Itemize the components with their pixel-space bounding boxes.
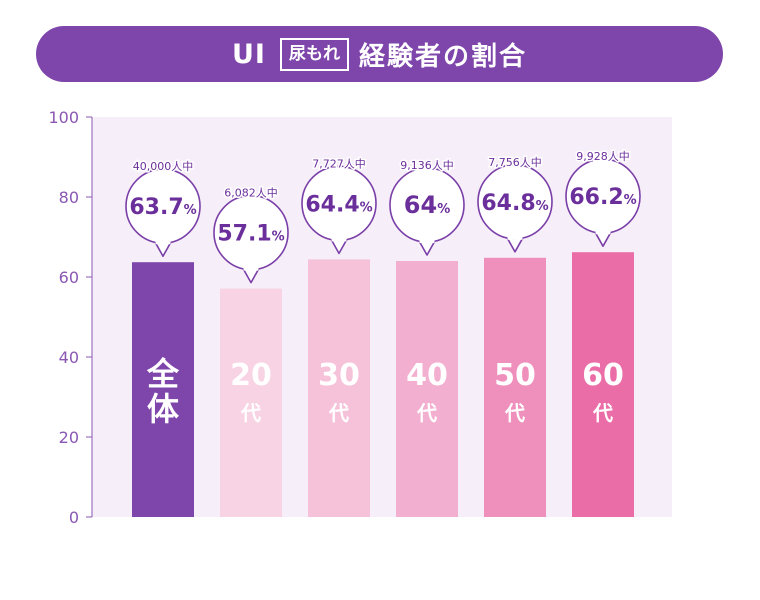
y-tick-label: 40: [59, 348, 79, 367]
bar-category-label: 体: [147, 390, 179, 428]
y-axis: 0 20 40 60 80 100: [48, 108, 93, 527]
callout-value: 57.1%: [217, 222, 284, 247]
bar-category-label: 50: [494, 358, 536, 393]
value-callouts: 63.7% 40,000人中 57.1% 6,082人中 64.4% 7,727人中 64%…: [125, 149, 641, 284]
bars: 全体 20 代 30 代 40 代 50 代 60 代: [132, 252, 634, 517]
callout-seam: [331, 235, 347, 242]
bar: [484, 257, 546, 517]
bar-category-label: 20: [230, 358, 272, 393]
y-tick-label: 60: [59, 268, 79, 287]
bar: [220, 288, 282, 517]
callout-seam: [419, 237, 435, 243]
callout-seam: [155, 238, 171, 245]
callout-seam: [243, 264, 259, 271]
callout-value: 64.4%: [305, 192, 372, 217]
bar: [308, 259, 370, 517]
bar: [132, 262, 194, 517]
y-tick-label: 20: [59, 428, 79, 447]
bar-category-label: 全: [146, 355, 180, 393]
bar-category-label: 30: [318, 358, 360, 393]
bar-category-label: 代: [504, 401, 525, 425]
callout-sample-size: 7,727人中: [312, 157, 366, 170]
bar-category-label: 代: [328, 401, 349, 425]
bar-category-label: 40: [406, 358, 448, 393]
callout-sample-size: 9,928人中: [576, 150, 630, 163]
y-tick-label: 100: [48, 108, 79, 127]
callout-sample-size: 7,756人中: [488, 156, 542, 169]
callout-sample-size: 40,000人中: [133, 160, 194, 173]
bar: [396, 261, 458, 517]
bar: [572, 252, 634, 517]
callout-value: 64.8%: [481, 191, 548, 216]
callout-seam: [595, 228, 611, 235]
callout-seam: [507, 233, 523, 240]
bar-category-label: 代: [416, 401, 437, 425]
y-tick-label: 80: [59, 188, 79, 207]
bar-category-label: 代: [240, 401, 261, 425]
callout-value: 64%: [404, 191, 450, 219]
callout-sample-size: 6,082人中: [224, 187, 278, 200]
title-banner: UI 尿もれ 経験者の割合: [36, 26, 723, 82]
title-prefix: UI: [232, 38, 266, 70]
callout-sample-size: 9,136人中: [400, 159, 454, 172]
callout-value: 66.2%: [569, 185, 636, 210]
bar-category-label: 代: [592, 401, 613, 425]
bar-category-label: 60: [582, 358, 624, 393]
y-tick-label: 0: [69, 508, 79, 527]
title-boxed-word: 尿もれ: [279, 37, 349, 71]
callout-value: 63.7%: [129, 195, 196, 220]
title-text: 経験者の割合: [358, 41, 527, 72]
